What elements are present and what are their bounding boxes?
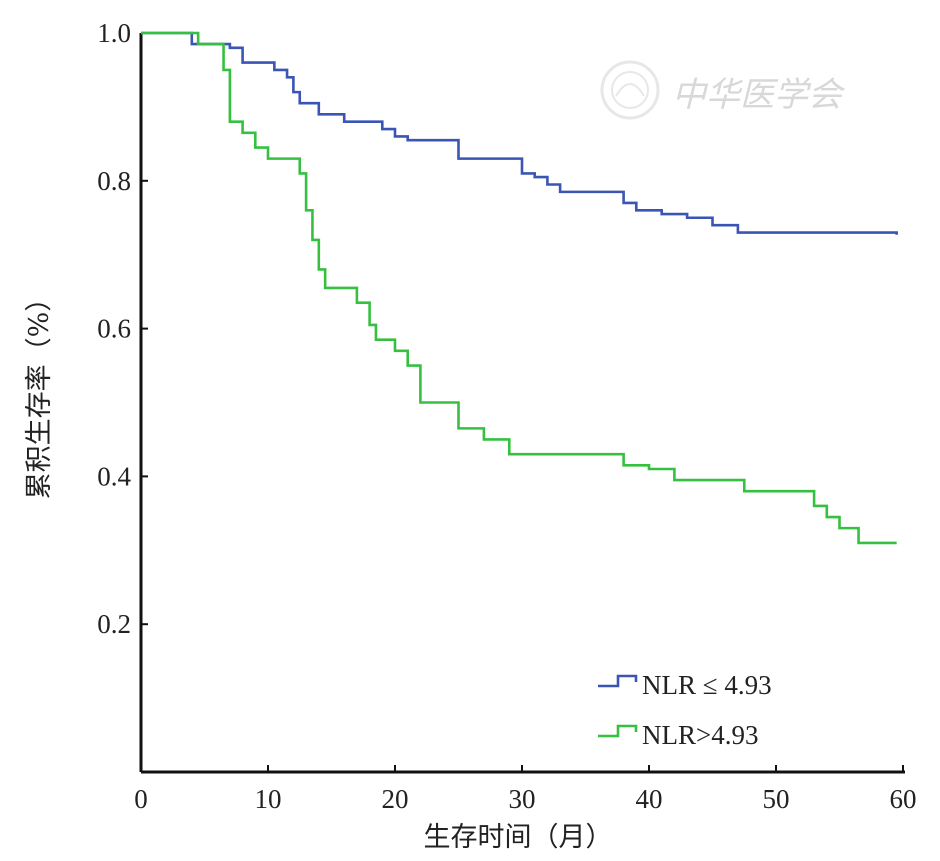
- legend-label: NLR ≤ 4.93: [642, 670, 772, 700]
- watermark: 中华医学会: [600, 60, 846, 120]
- series-line-nlr-low: [141, 31, 898, 235]
- y-tick-label: 1.0: [97, 18, 131, 48]
- y-axis-title: 累积生存率（%）: [24, 285, 55, 500]
- x-axis-title: 生存时间（月）: [424, 822, 613, 853]
- y-tick-label: 0.8: [97, 166, 131, 196]
- x-tick-label: 60: [890, 784, 917, 814]
- y-tick-label: 0.2: [97, 609, 131, 639]
- x-tick-label: 0: [134, 784, 148, 814]
- x-tick-label: 10: [255, 784, 282, 814]
- series-line-nlr-high: [141, 31, 897, 545]
- legend: NLR ≤ 4.93 NLR>4.93: [598, 670, 772, 750]
- legend-swatch: [598, 724, 638, 738]
- x-tick-label: 20: [382, 784, 409, 814]
- legend-swatch: [598, 674, 638, 688]
- y-tick-label: 0.6: [97, 314, 131, 344]
- legend-label: NLR>4.93: [642, 720, 758, 750]
- x-tick-label: 40: [636, 784, 663, 814]
- x-tick-label: 50: [763, 784, 790, 814]
- y-tick-label: 0.4: [97, 461, 131, 491]
- watermark-text: 中华医学会: [672, 75, 846, 115]
- series-group: [141, 31, 898, 545]
- y-ticks: 0.2 0.4 0.6 0.8 1.0: [97, 18, 148, 639]
- x-tick-label: 30: [509, 784, 536, 814]
- seal-icon: [600, 60, 660, 120]
- x-ticks: 0 10 20 30 40 50 60: [134, 765, 917, 814]
